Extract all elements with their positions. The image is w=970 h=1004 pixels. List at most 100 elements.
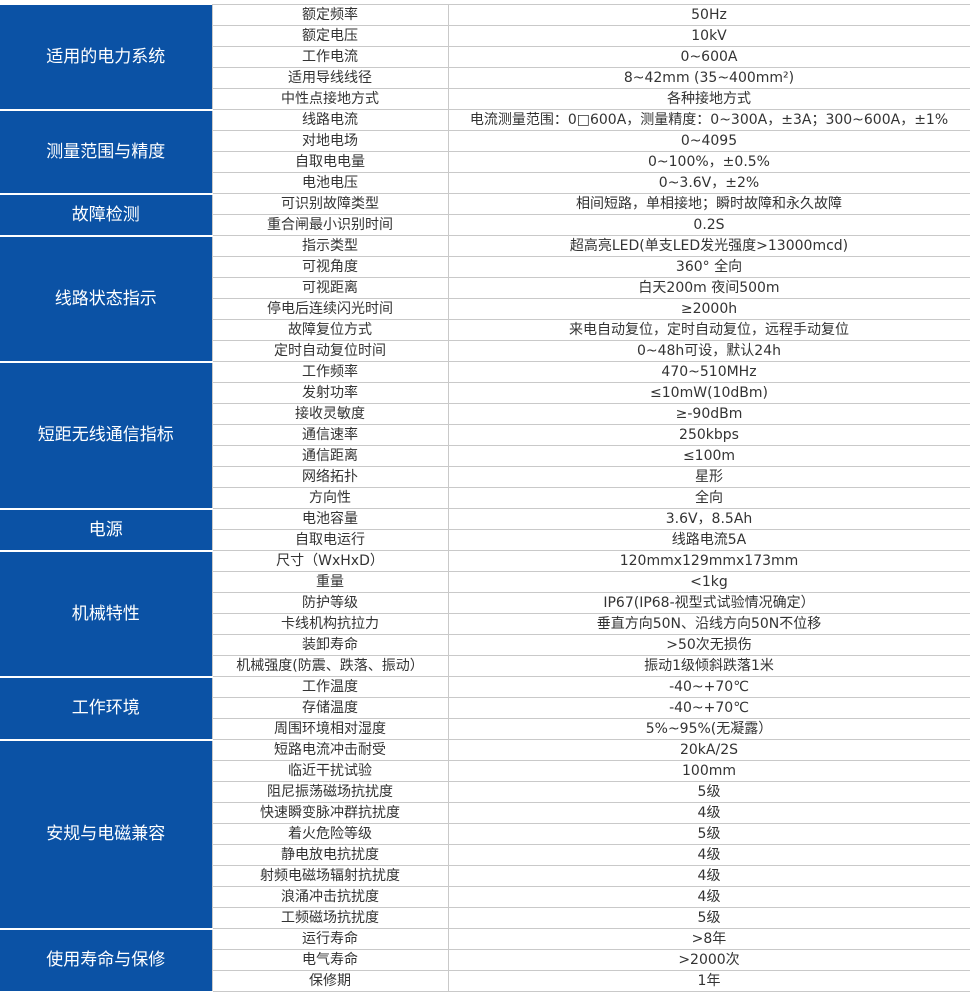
table-row: 通信距离 ≤100m <box>0 445 970 467</box>
spec-value: <1kg <box>447 571 970 593</box>
spec-label: 尺寸（WxHxD） <box>211 550 449 572</box>
spec-label: 定时自动复位时间 <box>211 340 449 362</box>
group-header: 测量范围与精度 <box>0 109 212 195</box>
table-row: 对地电场 0~4095 <box>0 130 970 152</box>
spec-value: >2000次 <box>447 949 970 971</box>
table-row: 重合闸最小识别时间 0.2S <box>0 214 970 236</box>
table-row: 临近干扰试验 100mm <box>0 760 970 782</box>
spec-label: 停电后连续闪光时间 <box>211 298 449 320</box>
spec-label: 存储温度 <box>211 697 449 719</box>
spec-value: 4级 <box>447 844 970 866</box>
spec-label: 故障复位方式 <box>211 319 449 341</box>
table-row: 阻尼振荡磁场抗扰度 5级 <box>0 781 970 803</box>
spec-value: 4级 <box>447 802 970 824</box>
spec-label: 自取电运行 <box>211 529 449 551</box>
spec-value: 20kA/2S <box>447 739 970 761</box>
spec-value: 0~3.6V，±2% <box>447 172 970 194</box>
spec-value: 0~4095 <box>447 130 970 152</box>
group-header: 机械特性 <box>0 550 212 678</box>
spec-value: ≥2000h <box>447 298 970 320</box>
spec-value: 4级 <box>447 886 970 908</box>
spec-label: 额定频率 <box>211 4 449 26</box>
spec-value: 5级 <box>447 781 970 803</box>
spec-label: 自取电电量 <box>211 151 449 173</box>
spec-value: 8~42mm (35~400mm²) <box>447 67 970 89</box>
table-row: 定时自动复位时间 0~48h可设，默认24h <box>0 340 970 362</box>
spec-value: >8年 <box>447 928 970 950</box>
spec-value: 振动1级倾斜跌落1米 <box>447 655 970 677</box>
spec-label: 短路电流冲击耐受 <box>211 739 449 761</box>
spec-value: 10kV <box>447 25 970 47</box>
spec-value: 各种接地方式 <box>447 88 970 110</box>
spec-value: 50Hz <box>447 4 970 26</box>
table-row: 自取电运行 线路电流5A <box>0 529 970 551</box>
table-row: 快速瞬变脉冲群抗扰度 4级 <box>0 802 970 824</box>
spec-value: 4级 <box>447 865 970 887</box>
group-header: 故障检测 <box>0 193 212 237</box>
spec-value: >50次无损伤 <box>447 634 970 656</box>
spec-label: 着火危险等级 <box>211 823 449 845</box>
spec-value: 360° 全向 <box>447 256 970 278</box>
spec-label: 可视距离 <box>211 277 449 299</box>
table-row: 电源 电池容量 3.6V，8.5Ah <box>0 508 970 552</box>
table-row: 电池电压 0~3.6V，±2% <box>0 172 970 194</box>
spec-value: 超高亮LED(单支LED发光强度>13000mcd) <box>447 235 970 257</box>
spec-value: IP67(IP68-视型式试验情况确定） <box>447 592 970 614</box>
spec-value: ≥-90dBm <box>447 403 970 425</box>
spec-label: 电池容量 <box>211 508 449 530</box>
spec-label: 工频磁场抗扰度 <box>211 907 449 929</box>
table-row: 工作环境 工作温度 -40~+70℃ <box>0 676 970 741</box>
table-row: 短距无线通信指标 工作频率 470~510MHz <box>0 361 970 510</box>
spec-label: 中性点接地方式 <box>211 88 449 110</box>
spec-value: ≤100m <box>447 445 970 467</box>
table-row: 测量范围与精度 线路电流 电流测量范围：0□600A，测量精度：0~300A，±3A… <box>0 109 970 195</box>
spec-value: 1年 <box>447 970 970 992</box>
spec-label: 重量 <box>211 571 449 593</box>
spec-value: 120mmx129mmx173mm <box>447 550 970 572</box>
spec-label: 额定电压 <box>211 25 449 47</box>
table-row: 故障检测 可识别故障类型 相间短路，单相接地；瞬时故障和永久故障 <box>0 193 970 237</box>
group-header: 工作环境 <box>0 676 212 741</box>
spec-value: 5级 <box>447 907 970 929</box>
spec-label: 方向性 <box>211 487 449 509</box>
spec-value: 470~510MHz <box>447 361 970 383</box>
spec-value: 垂直方向50N、沿线方向50N不位移 <box>447 613 970 635</box>
spec-label: 卡线机构抗拉力 <box>211 613 449 635</box>
spec-label: 周围环境相对湿度 <box>211 718 449 740</box>
table-row: 方向性 全向 <box>0 487 970 509</box>
spec-value: 相间短路，单相接地；瞬时故障和永久故障 <box>447 193 970 215</box>
spec-label: 静电放电抗扰度 <box>211 844 449 866</box>
spec-value: -40~+70℃ <box>447 676 970 698</box>
spec-value: 线路电流5A <box>447 529 970 551</box>
spec-value: ≤10mW(10dBm) <box>447 382 970 404</box>
group-header: 线路状态指示 <box>0 235 212 363</box>
spec-value: 来电自动复位，定时自动复位，远程手动复位 <box>447 319 970 341</box>
spec-label: 机械强度(防震、跌落、振动） <box>211 655 449 677</box>
spec-value: 电流测量范围：0□600A，测量精度：0~300A，±3A；300~600A，±… <box>447 109 970 131</box>
spec-label: 防护等级 <box>211 592 449 614</box>
spec-label: 通信距离 <box>211 445 449 467</box>
spec-label: 快速瞬变脉冲群抗扰度 <box>211 802 449 824</box>
spec-label: 指示类型 <box>211 235 449 257</box>
spec-label: 射频电磁场辐射抗扰度 <box>211 865 449 887</box>
spec-label: 重合闸最小识别时间 <box>211 214 449 236</box>
spec-table-body: 适用的电力系统 额定频率 50Hz 额定电压 10kV 工作电流 0~600A 适用导线线径 8… <box>0 4 970 993</box>
spec-label: 电气寿命 <box>211 949 449 971</box>
spec-label: 工作电流 <box>211 46 449 68</box>
table-row: 保修期 1年 <box>0 970 970 992</box>
group-header: 电源 <box>0 508 212 552</box>
spec-label: 线路电流 <box>211 109 449 131</box>
spec-value: 0~48h可设，默认24h <box>447 340 970 362</box>
table-row: 适用导线线径 8~42mm (35~400mm²) <box>0 67 970 89</box>
spec-value: 250kbps <box>447 424 970 446</box>
table-row: 可视距离 白天200m 夜间500m <box>0 277 970 299</box>
table-row: 停电后连续闪光时间 ≥2000h <box>0 298 970 320</box>
spec-value: 100mm <box>447 760 970 782</box>
spec-value: 0.2S <box>447 214 970 236</box>
spec-value: -40~+70℃ <box>447 697 970 719</box>
table-row: 安规与电磁兼容 短路电流冲击耐受 20kA/2S <box>0 739 970 930</box>
table-row: 机械特性 尺寸（WxHxD） 120mmx129mmx173mm <box>0 550 970 678</box>
group-header: 适用的电力系统 <box>0 4 212 111</box>
spec-value: 全向 <box>447 487 970 509</box>
spec-label: 装卸寿命 <box>211 634 449 656</box>
